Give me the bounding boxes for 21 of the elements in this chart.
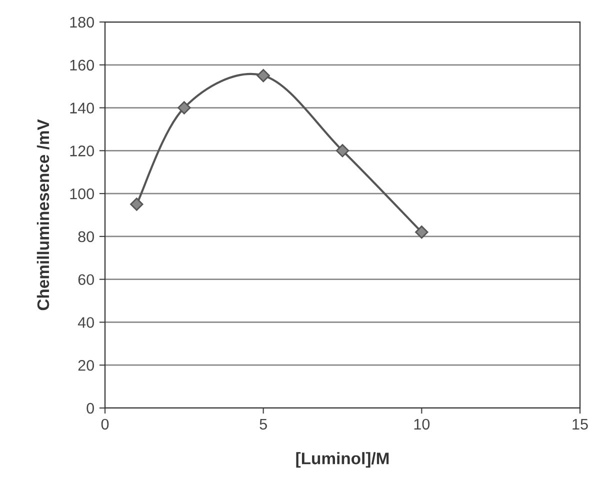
y-tick-label: 100 [70,188,94,200]
y-tick-label: 60 [78,274,94,286]
x-tick-label: 10 [414,418,430,430]
y-tick-label: 140 [70,102,94,114]
point [415,226,428,239]
y-tick-label: 20 [78,360,94,371]
y-axis-title: Chemilluminesence /mV [36,119,50,310]
point [130,198,144,211]
point [256,69,270,82]
y-tick-label: 180 [70,16,94,28]
x-axis-title: [Luminol]/M [296,452,389,468]
x-tick-label: 0 [101,418,109,430]
x-tick-label: 5 [260,418,267,430]
y-tick-label: 40 [78,317,94,328]
x-tick-label: 15 [572,418,588,430]
y-tick-label: 0 [86,402,94,414]
y-tick-label: 160 [70,60,94,71]
y-tick-label: 120 [70,146,94,156]
y-tick-label: 80 [78,231,94,242]
point [178,101,191,114]
point [336,144,350,158]
